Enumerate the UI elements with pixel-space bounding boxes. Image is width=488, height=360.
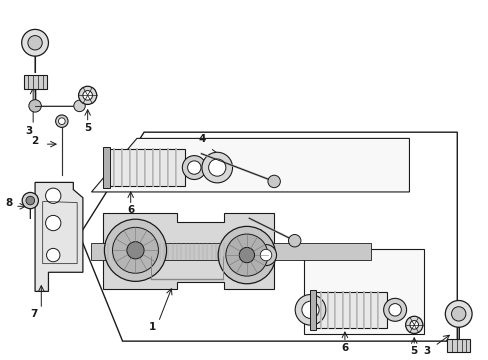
Circle shape [239, 247, 254, 263]
Polygon shape [304, 249, 423, 334]
Text: 3: 3 [423, 346, 430, 356]
Circle shape [104, 219, 166, 282]
Circle shape [59, 118, 65, 125]
Circle shape [26, 196, 35, 205]
Text: 2: 2 [31, 136, 39, 146]
Circle shape [405, 316, 422, 333]
Circle shape [383, 298, 406, 321]
Circle shape [21, 30, 48, 56]
Circle shape [126, 242, 144, 259]
Text: 8: 8 [6, 198, 13, 208]
Circle shape [182, 156, 206, 180]
Polygon shape [80, 132, 456, 341]
Circle shape [28, 36, 42, 50]
Circle shape [255, 244, 276, 266]
Polygon shape [447, 339, 469, 352]
Circle shape [260, 249, 271, 261]
Circle shape [112, 227, 158, 273]
Text: 5: 5 [410, 346, 417, 356]
Circle shape [45, 215, 61, 231]
Circle shape [74, 100, 85, 112]
Circle shape [46, 248, 60, 262]
Circle shape [267, 175, 280, 188]
Circle shape [22, 193, 39, 209]
Circle shape [295, 294, 325, 325]
Circle shape [79, 86, 97, 104]
Text: 6: 6 [341, 343, 348, 353]
Circle shape [218, 226, 275, 284]
Circle shape [83, 91, 92, 100]
Bar [103, 147, 110, 188]
Polygon shape [23, 75, 46, 89]
Text: 4: 4 [198, 134, 205, 144]
Circle shape [388, 303, 401, 316]
Bar [312, 292, 386, 328]
Text: 1: 1 [149, 322, 156, 332]
Text: 5: 5 [84, 123, 91, 133]
Bar [309, 290, 316, 330]
Circle shape [225, 234, 267, 276]
Circle shape [445, 301, 471, 327]
Polygon shape [103, 213, 274, 288]
Circle shape [187, 161, 201, 174]
Circle shape [202, 152, 232, 183]
Bar [105, 149, 184, 186]
Circle shape [301, 301, 319, 319]
Text: 7: 7 [30, 309, 38, 319]
Circle shape [450, 307, 465, 321]
Text: 4: 4 [233, 243, 241, 253]
Polygon shape [35, 183, 83, 291]
Polygon shape [91, 138, 408, 192]
Bar [91, 243, 370, 260]
Circle shape [45, 188, 61, 203]
Text: 3: 3 [26, 126, 33, 136]
Circle shape [208, 159, 225, 176]
Circle shape [56, 115, 68, 127]
Circle shape [29, 100, 41, 112]
Circle shape [409, 320, 418, 329]
Circle shape [288, 234, 300, 247]
Text: 6: 6 [127, 206, 134, 216]
